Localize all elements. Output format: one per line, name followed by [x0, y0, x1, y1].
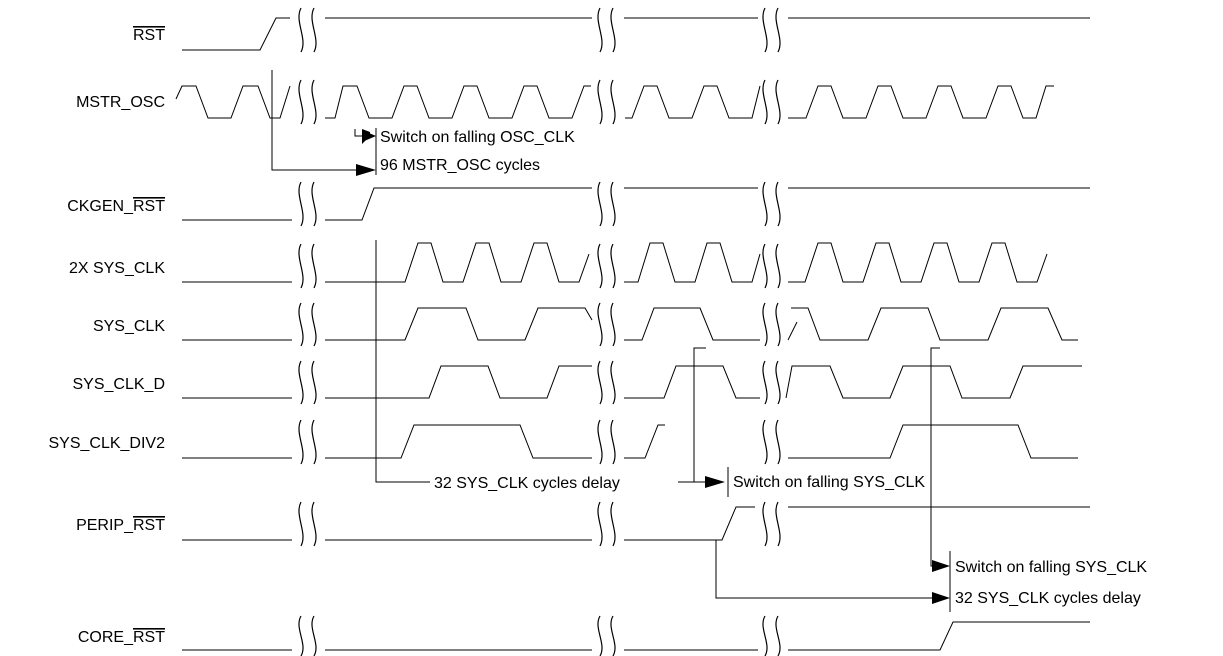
break-symbol: [298, 615, 304, 656]
rst-waveform: [182, 17, 1090, 51]
arrow-head: [362, 130, 376, 142]
signal-label-rst: RST: [133, 27, 165, 44]
break-symbol: [597, 181, 603, 227]
note-switch-osc: Switch on falling OSC_CLK: [380, 129, 575, 146]
signal-label-2x-sys-clk: 2X SYS_CLK: [69, 260, 165, 277]
break-symbol: [597, 302, 603, 347]
break-symbol: [775, 181, 781, 227]
break-symbol: [775, 419, 781, 465]
annotation-lines: [271, 70, 951, 612]
break-symbol: [762, 79, 768, 125]
perip-rst-waveform: [182, 506, 1090, 541]
note-sys-delay-2: 32 SYS_CLK cycles delay: [955, 590, 1141, 607]
break-symbol: [775, 615, 781, 656]
break-symbol: [298, 302, 304, 347]
break-symbol: [311, 79, 317, 125]
break-symbol: [597, 79, 603, 125]
signal-label-sys-clk: SYS_CLK: [93, 318, 165, 335]
break-symbol: [298, 243, 304, 289]
break-symbol: [311, 360, 317, 405]
signal-label-mstr-osc: MSTR_OSC: [76, 94, 165, 111]
break-symbol: [610, 181, 616, 227]
arrow-head: [356, 164, 376, 176]
break-symbol: [298, 7, 304, 53]
break-symbol: [775, 360, 781, 405]
break-symbol: [775, 302, 781, 347]
break-symbol: [311, 7, 317, 53]
break-symbol: [762, 419, 768, 465]
arrow-head: [932, 592, 950, 604]
break-symbol: [311, 302, 317, 347]
2x-sys-clk-waveform: [182, 242, 1048, 283]
break-symbols: [298, 7, 781, 656]
break-symbol: [610, 302, 616, 347]
sys-clk-div2-waveform: [182, 424, 1078, 459]
break-symbol: [775, 243, 781, 289]
break-symbol: [597, 501, 603, 547]
break-symbol: [610, 501, 616, 547]
ckgen-rst-waveform: [182, 187, 1090, 221]
arrow-head: [705, 476, 725, 488]
break-symbol: [298, 181, 304, 227]
break-symbol: [298, 419, 304, 465]
break-symbol: [311, 615, 317, 656]
break-symbol: [610, 615, 616, 656]
break-symbol: [311, 181, 317, 227]
note-mstr-cycles: 96 MSTR_OSC cycles: [380, 157, 540, 174]
break-symbol: [311, 501, 317, 547]
break-symbol: [762, 501, 768, 547]
sys-clk-d-waveform: [182, 365, 1082, 399]
break-symbol: [610, 7, 616, 53]
signal-labels: RST MSTR_OSC CKGEN_RST 2X SYS_CLK SYS_CL…: [48, 27, 165, 646]
break-symbol: [597, 419, 603, 465]
arrow-head: [932, 560, 950, 572]
break-symbol: [762, 243, 768, 289]
break-symbol: [775, 79, 781, 125]
mstr-osc-waveform: [175, 85, 1054, 119]
break-symbol: [762, 302, 768, 347]
break-symbol: [762, 181, 768, 227]
signal-label-ckgen-rst: CKGEN_RST: [67, 198, 165, 215]
break-symbol: [298, 79, 304, 125]
break-symbol: [610, 419, 616, 465]
break-symbol: [311, 243, 317, 289]
break-symbol: [762, 7, 768, 53]
break-symbol: [762, 360, 768, 405]
note-switch-sys-2: Switch on falling SYS_CLK: [955, 559, 1147, 576]
break-symbol: [597, 360, 603, 405]
break-symbol: [762, 615, 768, 656]
sys-clk-waveform: [182, 307, 1078, 341]
break-symbol: [298, 501, 304, 547]
signal-label-perip-rst: PERIP_RST: [76, 517, 165, 534]
signal-label-sys-clk-div2: SYS_CLK_DIV2: [48, 435, 165, 452]
signal-label-core-rst: CORE_RST: [78, 629, 165, 646]
annotation-arrows: [356, 129, 950, 604]
break-symbol: [597, 243, 603, 289]
note-switch-sys: Switch on falling SYS_CLK: [733, 474, 925, 491]
break-symbol: [311, 419, 317, 465]
signal-label-sys-clk-d: SYS_CLK_D: [73, 376, 166, 393]
break-symbol: [298, 360, 304, 405]
break-symbol: [597, 7, 603, 53]
annotation-notes: Switch on falling OSC_CLK 96 MSTR_OSC cy…: [380, 129, 1147, 607]
break-symbol: [610, 79, 616, 125]
break-symbol: [775, 7, 781, 53]
break-symbol: [610, 243, 616, 289]
core-rst-waveform: [182, 621, 1090, 651]
note-sys-delay: 32 SYS_CLK cycles delay: [434, 475, 620, 492]
break-symbol: [610, 360, 616, 405]
break-symbol: [597, 615, 603, 656]
break-symbol: [775, 501, 781, 547]
